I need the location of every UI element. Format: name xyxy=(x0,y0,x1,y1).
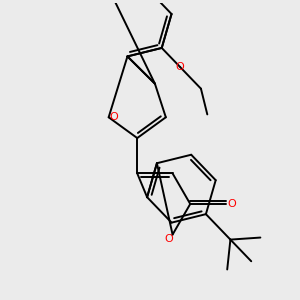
Text: O: O xyxy=(176,62,184,72)
Text: O: O xyxy=(164,235,173,244)
Text: O: O xyxy=(227,199,236,209)
Text: O: O xyxy=(110,112,118,122)
